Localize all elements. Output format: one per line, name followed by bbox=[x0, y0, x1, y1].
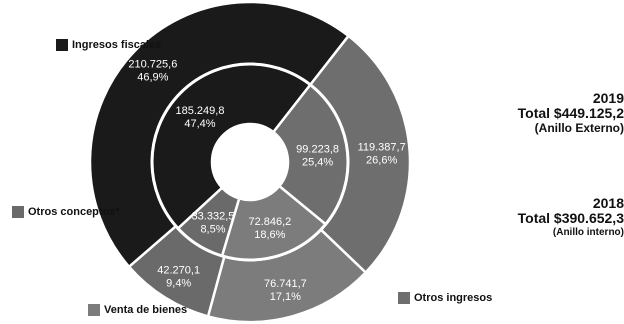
outer-ring-otros-conceptos-pct-label: 9,4% bbox=[166, 277, 191, 289]
donut-hole bbox=[212, 124, 288, 200]
inner-ring-total: Total $390.652,3 bbox=[517, 210, 624, 226]
outer-ring-venta-de-bienes-value-label: 76.741,7 bbox=[264, 278, 307, 290]
inner-ring-otros-ingresos-pct-label: 25,4% bbox=[302, 157, 333, 169]
legend-item-ingresos-fiscales: Ingresos fiscales bbox=[56, 39, 161, 51]
inner-ring-ingresos-fiscales-value-label: 185.249,8 bbox=[176, 105, 225, 117]
outer-ring-otros-ingresos-value-label: 119.387,7 bbox=[358, 141, 406, 153]
outer-ring-ingresos-fiscales-value-label: 210.725,6 bbox=[128, 59, 177, 71]
outer-ring-summary: 2019 Total $449.125,2 (Anillo Externo) bbox=[517, 90, 624, 136]
inner-ring-ingresos-fiscales-pct-label: 47,4% bbox=[184, 118, 215, 130]
inner-ring-otros-ingresos-value-label: 99.223,8 bbox=[296, 144, 339, 156]
legend-label-otros-conceptos: Otros conceptos* bbox=[28, 206, 120, 218]
legend-swatch-ingresos-fiscales bbox=[56, 39, 68, 51]
legend-item-otros-ingresos: Otros ingresos bbox=[398, 292, 492, 304]
inner-ring-otros-conceptos-value-label: 33.332,5 bbox=[192, 210, 235, 222]
outer-ring-venta-de-bienes-pct-label: 17,1% bbox=[270, 291, 301, 303]
legend-item-venta-de-bienes: Venta de bienes bbox=[88, 304, 187, 316]
outer-ring-year: 2019 bbox=[592, 90, 624, 106]
inner-ring-otros-conceptos-pct-label: 8,5% bbox=[200, 223, 225, 235]
outer-ring-otros-ingresos-pct-label: 26,6% bbox=[366, 154, 397, 166]
inner-ring-summary: 2018 Total $390.652,3 (Anillo interno) bbox=[518, 196, 624, 240]
legend-swatch-venta-de-bienes bbox=[88, 304, 100, 316]
ring-separator bbox=[150, 62, 350, 262]
legend-label-venta-de-bienes: Venta de bienes bbox=[104, 304, 188, 316]
inner-ring-year: 2018 bbox=[592, 195, 624, 211]
inner-ring-venta-de-bienes-value-label: 72.846,2 bbox=[248, 216, 291, 228]
outer-ring-label: (Anillo Externo) bbox=[534, 121, 624, 135]
legend-label-otros-ingresos: Otros ingresos bbox=[414, 292, 493, 304]
outer-ring-otros-conceptos-value-label: 42.270,1 bbox=[157, 264, 200, 276]
legend-label-ingresos-fiscales: Ingresos fiscales bbox=[72, 39, 162, 51]
outer-ring-ingresos-fiscales-pct-label: 46,9% bbox=[137, 72, 168, 84]
legend-item-otros-conceptos: Otros conceptos* bbox=[12, 206, 120, 218]
legend-swatch-otros-ingresos bbox=[398, 292, 410, 304]
outer-ring-total: Total $449.125,2 bbox=[517, 105, 624, 121]
legend-swatch-otros-conceptos bbox=[12, 206, 24, 218]
inner-ring-venta-de-bienes-pct-label: 18,6% bbox=[254, 229, 285, 241]
inner-ring-label: (Anillo interno) bbox=[552, 227, 624, 238]
